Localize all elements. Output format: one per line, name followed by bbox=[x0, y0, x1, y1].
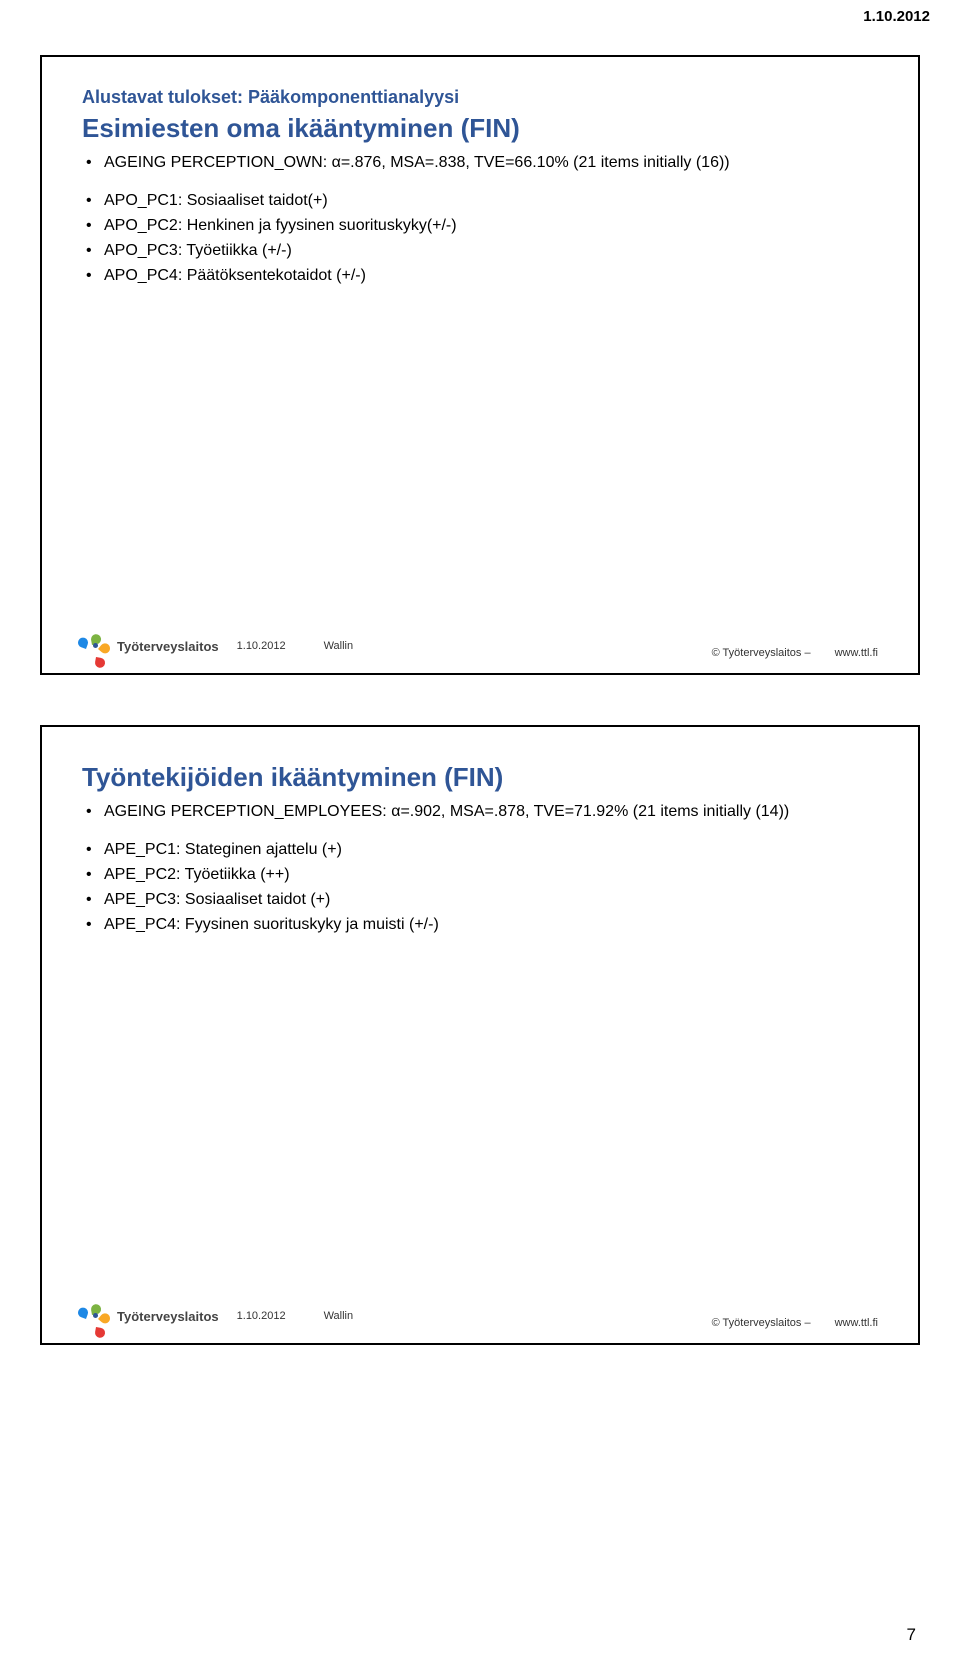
flower-icon bbox=[82, 1303, 110, 1329]
footer-url: www.ttl.fi bbox=[835, 1317, 878, 1329]
slide-2: Työntekijöiden ikääntyminen (FIN) AGEING… bbox=[40, 725, 920, 1345]
bullet-item: AGEING PERCEPTION_OWN: α=.876, MSA=.838,… bbox=[82, 151, 878, 176]
footer-author: Wallin bbox=[324, 1310, 354, 1322]
slide1-pretitle: Alustavat tulokset: Pääkomponenttianalyy… bbox=[82, 87, 878, 108]
footer-author: Wallin bbox=[324, 640, 354, 652]
page-number: 7 bbox=[0, 1625, 960, 1665]
footer-copyright: © Työterveyslaitos – bbox=[712, 1317, 811, 1329]
slide2-footer: Työterveyslaitos 1.10.2012 Wallin © Työt… bbox=[82, 1303, 878, 1329]
slide1-bullets-a: AGEING PERCEPTION_OWN: α=.876, MSA=.838,… bbox=[82, 151, 878, 176]
bullet-item: APO_PC1: Sosiaaliset taidot(+) bbox=[82, 189, 878, 214]
org-logo: Työterveyslaitos bbox=[82, 633, 219, 659]
bullet-item: APE_PC2: Työetiikka (++) bbox=[82, 863, 878, 888]
page-date-header: 1.10.2012 bbox=[0, 0, 960, 25]
slide1-bullets-b: APO_PC1: Sosiaaliset taidot(+) APO_PC2: … bbox=[82, 189, 878, 288]
footer-date: 1.10.2012 bbox=[237, 1310, 286, 1322]
bullet-item: AGEING PERCEPTION_EMPLOYEES: α=.902, MSA… bbox=[82, 800, 878, 825]
slide2-bullets-a: AGEING PERCEPTION_EMPLOYEES: α=.902, MSA… bbox=[82, 800, 878, 825]
bullet-item: APO_PC3: Työetiikka (+/-) bbox=[82, 239, 878, 264]
slide1-title: Esimiesten oma ikääntyminen (FIN) bbox=[82, 112, 878, 145]
footer-url: www.ttl.fi bbox=[835, 647, 878, 659]
bullet-item: APO_PC4: Päätöksentekotaidot (+/-) bbox=[82, 264, 878, 289]
footer-date: 1.10.2012 bbox=[237, 640, 286, 652]
bullet-item: APO_PC2: Henkinen ja fyysinen suoritusky… bbox=[82, 214, 878, 239]
slide2-title: Työntekijöiden ikääntyminen (FIN) bbox=[82, 761, 878, 794]
bullet-item: APE_PC1: Stateginen ajattelu (+) bbox=[82, 838, 878, 863]
flower-icon bbox=[82, 633, 110, 659]
org-logo: Työterveyslaitos bbox=[82, 1303, 219, 1329]
logo-text: Työterveyslaitos bbox=[117, 1309, 219, 1324]
slide2-bullets-b: APE_PC1: Stateginen ajattelu (+) APE_PC2… bbox=[82, 838, 878, 937]
bullet-item: APE_PC3: Sosiaaliset taidot (+) bbox=[82, 888, 878, 913]
footer-copyright: © Työterveyslaitos – bbox=[712, 647, 811, 659]
logo-text: Työterveyslaitos bbox=[117, 639, 219, 654]
bullet-item: APE_PC4: Fyysinen suorituskyky ja muisti… bbox=[82, 913, 878, 938]
slide1-footer: Työterveyslaitos 1.10.2012 Wallin © Työt… bbox=[82, 633, 878, 659]
slide-1: Alustavat tulokset: Pääkomponenttianalyy… bbox=[40, 55, 920, 675]
